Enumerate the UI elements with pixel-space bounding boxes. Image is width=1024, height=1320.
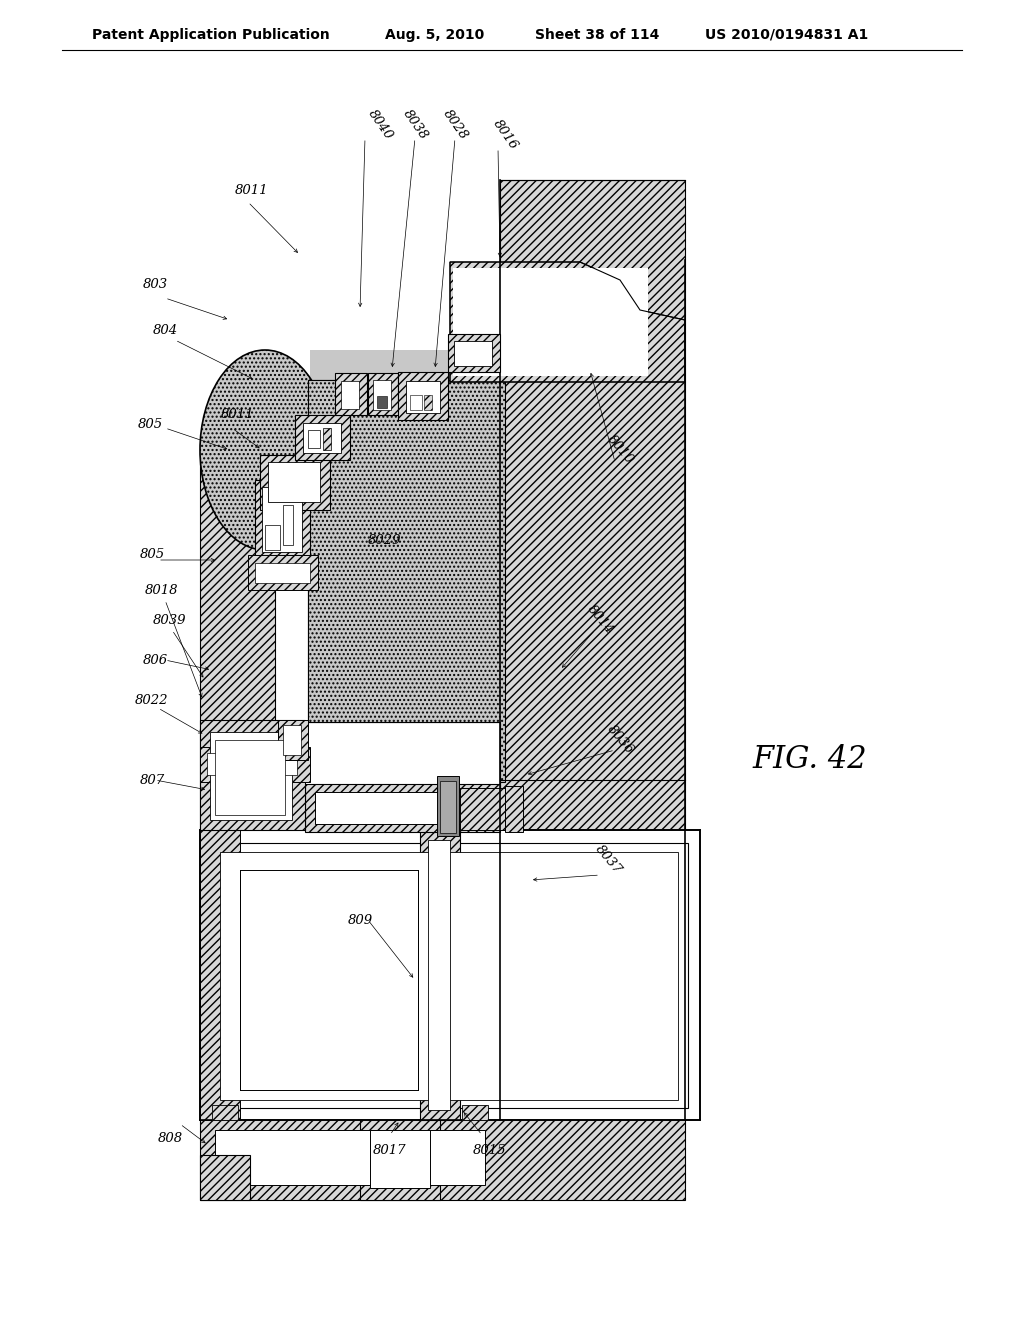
Bar [377, 396, 387, 408]
Text: 8010: 8010 [604, 433, 636, 467]
Text: 803: 803 [142, 279, 168, 292]
Text: 808: 808 [158, 1131, 182, 1144]
Bar [262, 487, 302, 552]
Bar [268, 462, 319, 502]
Bar [215, 741, 285, 814]
Bar [373, 380, 391, 411]
Bar [255, 564, 310, 583]
Bar [210, 733, 292, 820]
Bar [440, 781, 456, 833]
Bar [303, 422, 341, 453]
Bar [437, 776, 459, 836]
Bar [200, 1115, 685, 1200]
Bar [323, 428, 331, 450]
Bar [360, 1115, 440, 1200]
Bar [283, 506, 293, 545]
Text: 8016: 8016 [490, 117, 520, 152]
Bar [398, 372, 449, 420]
Text: Patent Application Publication: Patent Application Publication [92, 28, 330, 42]
Bar [505, 785, 523, 832]
Text: 805: 805 [137, 418, 163, 432]
Bar [308, 430, 319, 447]
Text: FIG. 42: FIG. 42 [753, 744, 867, 776]
Text: 806: 806 [142, 653, 168, 667]
Text: 805: 805 [139, 549, 165, 561]
Bar [462, 1105, 488, 1119]
Bar [341, 381, 359, 409]
Text: Sheet 38 of 114: Sheet 38 of 114 [535, 28, 659, 42]
Bar [310, 350, 455, 380]
Bar [449, 334, 500, 372]
Bar [420, 830, 460, 1119]
Bar [310, 360, 500, 719]
Bar [310, 350, 455, 380]
Bar [212, 1105, 238, 1119]
Bar [200, 1155, 250, 1200]
Bar [295, 414, 350, 459]
Text: 8038: 8038 [400, 107, 430, 143]
Bar [335, 374, 367, 414]
Bar [454, 341, 492, 366]
Text: US 2010/0194831 A1: US 2010/0194831 A1 [705, 28, 868, 42]
Text: 8036: 8036 [604, 723, 636, 756]
Bar [315, 792, 490, 824]
Text: 8039: 8039 [154, 614, 186, 627]
Text: 8015: 8015 [473, 1143, 507, 1156]
Bar [200, 830, 240, 1119]
Bar [453, 268, 648, 376]
Text: 809: 809 [347, 913, 373, 927]
Bar [265, 525, 280, 550]
Text: Aug. 5, 2010: Aug. 5, 2010 [385, 28, 484, 42]
Bar [200, 830, 700, 1119]
Text: 8037: 8037 [592, 843, 624, 876]
Text: 8011: 8011 [236, 183, 268, 197]
Bar [200, 440, 275, 1119]
Bar [248, 554, 318, 590]
Bar [212, 843, 688, 1107]
Bar [305, 784, 500, 832]
Bar [406, 381, 440, 413]
Bar [260, 455, 330, 510]
Text: 804: 804 [153, 323, 177, 337]
Text: 8011: 8011 [221, 408, 255, 421]
Bar [500, 180, 685, 1119]
Bar [410, 395, 422, 411]
Bar [255, 480, 310, 560]
Bar [220, 851, 678, 1100]
Text: 8029: 8029 [369, 533, 401, 546]
Text: 8022: 8022 [135, 693, 169, 706]
Bar [278, 719, 308, 760]
Bar [240, 870, 418, 1090]
Polygon shape [450, 261, 685, 381]
Bar [368, 374, 398, 414]
Text: 8014: 8014 [585, 603, 615, 638]
Bar [310, 360, 500, 719]
Bar [424, 395, 432, 411]
Text: 8018: 8018 [145, 583, 179, 597]
Bar [200, 719, 305, 830]
Bar [215, 1130, 485, 1185]
Bar [370, 1130, 430, 1188]
Bar [207, 752, 297, 775]
Bar [308, 380, 503, 722]
Polygon shape [308, 370, 505, 781]
Bar [200, 747, 310, 781]
Text: 8017: 8017 [374, 1143, 407, 1156]
Bar [283, 725, 301, 755]
Text: 8028: 8028 [440, 107, 470, 143]
Bar [460, 788, 505, 830]
Bar [428, 840, 450, 1110]
Text: 8040: 8040 [366, 107, 395, 143]
Ellipse shape [200, 350, 330, 550]
Text: 807: 807 [139, 774, 165, 787]
